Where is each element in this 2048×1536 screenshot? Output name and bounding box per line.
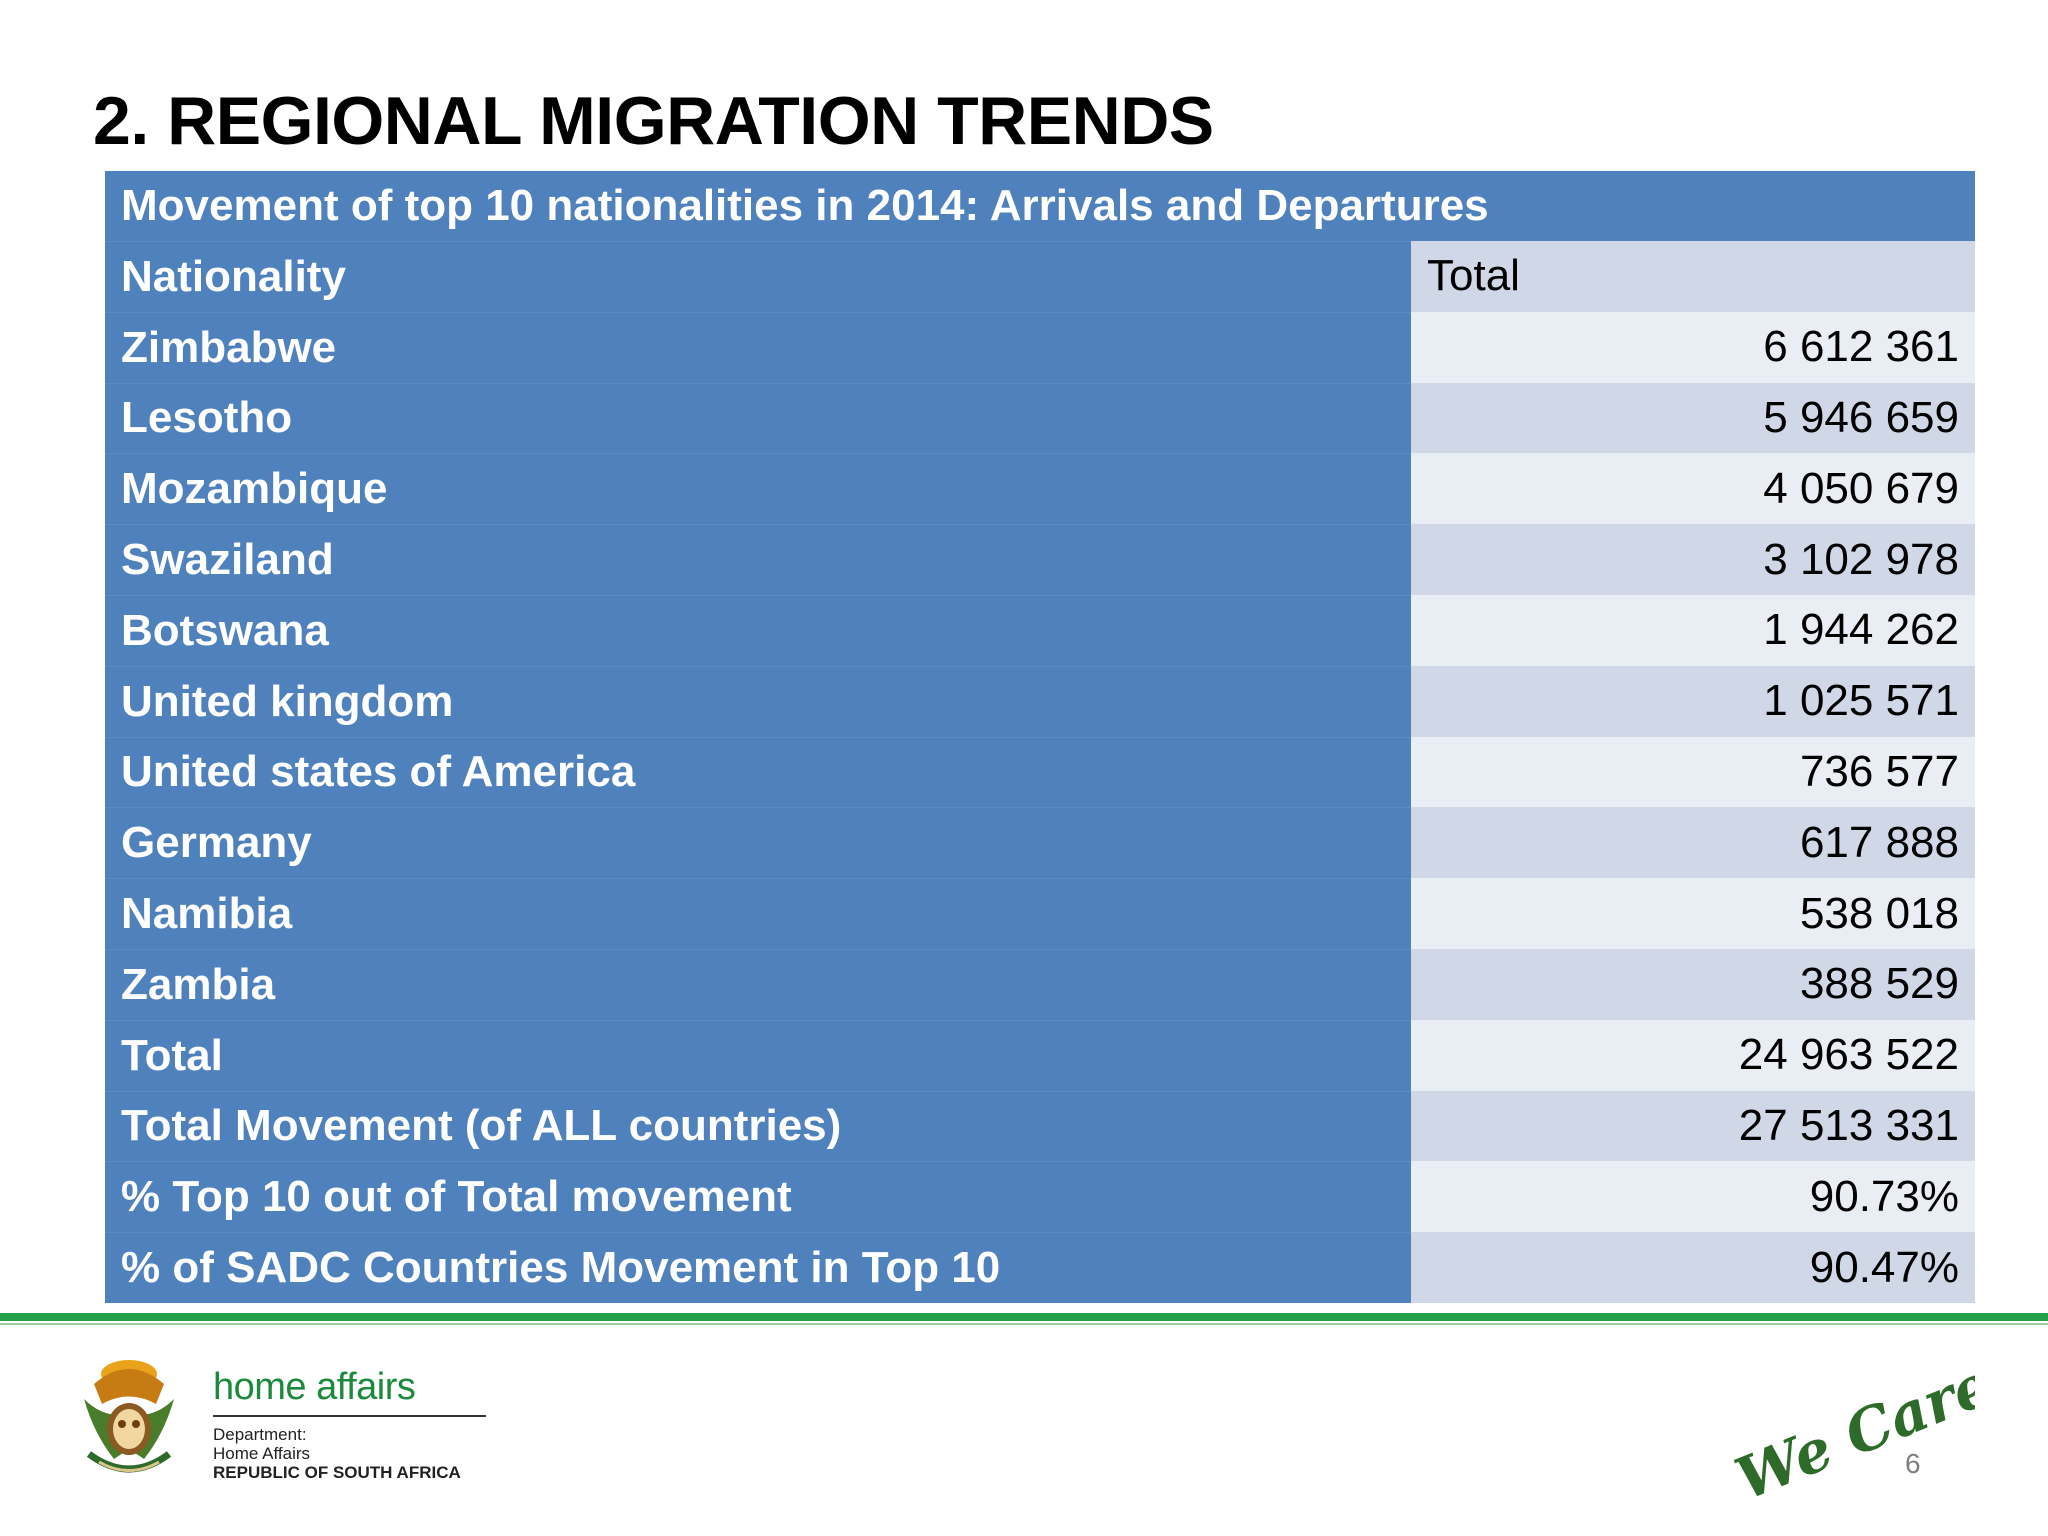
brand-underline (213, 1415, 486, 1417)
we-care-slogan: We Care! (1726, 1345, 1975, 1505)
row-value: 538 018 (1411, 878, 1975, 949)
table-row: Total 24 963 522 (105, 1019, 1975, 1091)
row-value: 4 050 679 (1411, 453, 1975, 525)
nationalities-table: Movement of top 10 nationalities in 2014… (105, 171, 1975, 1303)
row-label: Lesotho (105, 382, 1411, 454)
row-label: Total Movement (of ALL countries) (105, 1090, 1411, 1162)
row-value: 1 025 571 (1411, 665, 1975, 737)
row-label: Swaziland (105, 524, 1411, 595)
footer-divider (0, 1313, 2048, 1321)
row-value: 5 946 659 (1411, 382, 1975, 454)
table-row: Germany 617 888 (105, 807, 1975, 879)
table-row: % of SADC Countries Movement in Top 10 90… (105, 1232, 1975, 1303)
row-value: 24 963 522 (1411, 1019, 1975, 1091)
brand-block: home affairs Department: Home Affairs RE… (213, 1366, 486, 1482)
row-value: 6 612 361 (1411, 311, 1975, 383)
brand-dept-line2: Home Affairs (213, 1444, 311, 1463)
table-row: Total Movement (of ALL countries) 27 513 … (105, 1090, 1975, 1162)
row-label: Zimbabwe (105, 311, 1411, 383)
row-label: Germany (105, 807, 1411, 879)
brand-name: home affairs (213, 1366, 416, 1408)
table-row: Mozambique 4 050 679 (105, 453, 1975, 525)
brand-country: REPUBLIC OF SOUTH AFRICA (213, 1463, 461, 1482)
row-label: Total (105, 1019, 1411, 1091)
row-label: Namibia (105, 878, 1411, 949)
row-value: 736 577 (1411, 736, 1975, 808)
row-value: 90.47% (1411, 1232, 1975, 1303)
slide-title: 2. REGIONAL MIGRATION TRENDS (93, 83, 1214, 159)
page-number: 6 (1905, 1448, 1921, 1479)
header-total: Total (1411, 241, 1975, 312)
table-row: Zimbabwe 6 612 361 (105, 311, 1975, 383)
table-row: Botswana 1 944 262 (105, 594, 1975, 666)
row-value: 90.73% (1411, 1161, 1975, 1233)
coat-of-arms-icon (84, 1360, 174, 1473)
table-header-row: Nationality Total (105, 241, 1975, 312)
table-row: % Top 10 out of Total movement 90.73% (105, 1161, 1975, 1233)
table-row: United states of America 736 577 (105, 736, 1975, 808)
row-label: % of SADC Countries Movement in Top 10 (105, 1232, 1411, 1303)
table-row: United kingdom 1 025 571 (105, 665, 1975, 737)
table-caption: Movement of top 10 nationalities in 2014… (105, 171, 1975, 241)
row-value: 27 513 331 (1411, 1090, 1975, 1162)
row-value: 617 888 (1411, 807, 1975, 879)
row-value: 3 102 978 (1411, 524, 1975, 595)
table-row: Zambia 388 529 (105, 948, 1975, 1020)
row-label: % Top 10 out of Total movement (105, 1161, 1411, 1233)
row-label: Zambia (105, 948, 1411, 1020)
table-row: Swaziland 3 102 978 (105, 524, 1975, 595)
row-label: United kingdom (105, 665, 1411, 737)
slogan-text: We Care! (1726, 1345, 1975, 1505)
footer-divider-thin (0, 1323, 2048, 1325)
table-body: Zimbabwe 6 612 361 Lesotho 5 946 659 Mozambi… (105, 311, 1975, 1303)
header-nationality: Nationality (105, 241, 1411, 312)
row-label: Botswana (105, 594, 1411, 666)
brand-dept-line1: Department: (213, 1425, 307, 1444)
table-row: Namibia 538 018 (105, 878, 1975, 949)
row-value: 1 944 262 (1411, 594, 1975, 666)
row-value: 388 529 (1411, 948, 1975, 1020)
table-row: Lesotho 5 946 659 (105, 382, 1975, 454)
row-label: United states of America (105, 736, 1411, 808)
row-label: Mozambique (105, 453, 1411, 525)
